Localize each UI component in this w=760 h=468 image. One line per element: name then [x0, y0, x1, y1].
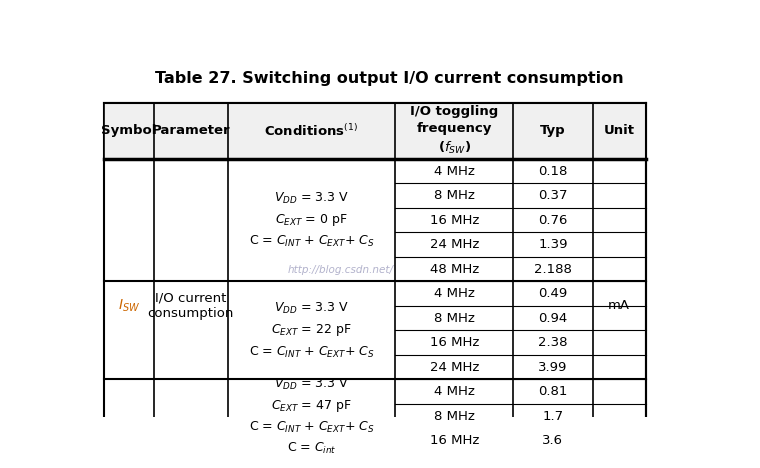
Text: 3.99: 3.99	[538, 361, 568, 373]
Text: $I_{SW}$: $I_{SW}$	[118, 298, 140, 314]
Text: 1.7: 1.7	[543, 410, 563, 423]
Text: 2.188: 2.188	[534, 263, 572, 276]
Text: 16 MHz: 16 MHz	[429, 213, 479, 227]
Text: I/O current
consumption: I/O current consumption	[147, 292, 234, 320]
Text: 4 MHz: 4 MHz	[434, 287, 475, 300]
Text: 8 MHz: 8 MHz	[434, 410, 475, 423]
Text: 0.81: 0.81	[538, 385, 568, 398]
Text: I/O toggling
frequency
($f_{SW}$): I/O toggling frequency ($f_{SW}$)	[410, 105, 499, 156]
Text: 2.38: 2.38	[538, 336, 568, 349]
Text: $V_{DD}$ = 3.3 V
$C_{EXT}$ = 0 pF
C = $C_{INT}$ + $C_{EXT}$+ $C_S$: $V_{DD}$ = 3.3 V $C_{EXT}$ = 0 pF C = $C…	[249, 191, 374, 249]
Text: 16 MHz: 16 MHz	[429, 336, 479, 349]
Text: Unit: Unit	[603, 124, 635, 138]
Text: 48 MHz: 48 MHz	[429, 263, 479, 276]
Text: 0.18: 0.18	[538, 165, 568, 178]
Text: 0.37: 0.37	[538, 189, 568, 202]
Text: 16 MHz: 16 MHz	[429, 434, 479, 447]
Text: 1.39: 1.39	[538, 238, 568, 251]
Text: 4 MHz: 4 MHz	[434, 165, 475, 178]
Text: 0.94: 0.94	[538, 312, 568, 325]
Text: 0.76: 0.76	[538, 213, 568, 227]
Text: Conditions$^{(1)}$: Conditions$^{(1)}$	[264, 123, 359, 139]
Text: 24 MHz: 24 MHz	[429, 238, 479, 251]
Text: mA: mA	[608, 300, 630, 312]
Text: Table 27. Switching output I/O current consumption: Table 27. Switching output I/O current c…	[155, 71, 624, 86]
Text: 8 MHz: 8 MHz	[434, 312, 475, 325]
Text: 0.49: 0.49	[538, 287, 568, 300]
Bar	[104, 103, 646, 159]
Text: $V_{DD}$ = 3.3 V
$C_{EXT}$ = 47 pF
C = $C_{INT}$ + $C_{EXT}$+ $C_S$
C = $C_{int}: $V_{DD}$ = 3.3 V $C_{EXT}$ = 47 pF C = $…	[249, 376, 374, 456]
Text: 3.6: 3.6	[543, 434, 563, 447]
Text: 4 MHz: 4 MHz	[434, 385, 475, 398]
Text: Parameter: Parameter	[151, 124, 230, 138]
Text: 8 MHz: 8 MHz	[434, 189, 475, 202]
Text: Typ: Typ	[540, 124, 565, 138]
Text: 24 MHz: 24 MHz	[429, 361, 479, 373]
Text: Symbol: Symbol	[101, 124, 157, 138]
Text: http://blog.csdn.net/: http://blog.csdn.net/	[288, 265, 394, 275]
Text: $V_{DD}$ = 3.3 V
$C_{EXT}$ = 22 pF
C = $C_{INT}$ + $C_{EXT}$+ $C_S$: $V_{DD}$ = 3.3 V $C_{EXT}$ = 22 pF C = $…	[249, 301, 374, 359]
